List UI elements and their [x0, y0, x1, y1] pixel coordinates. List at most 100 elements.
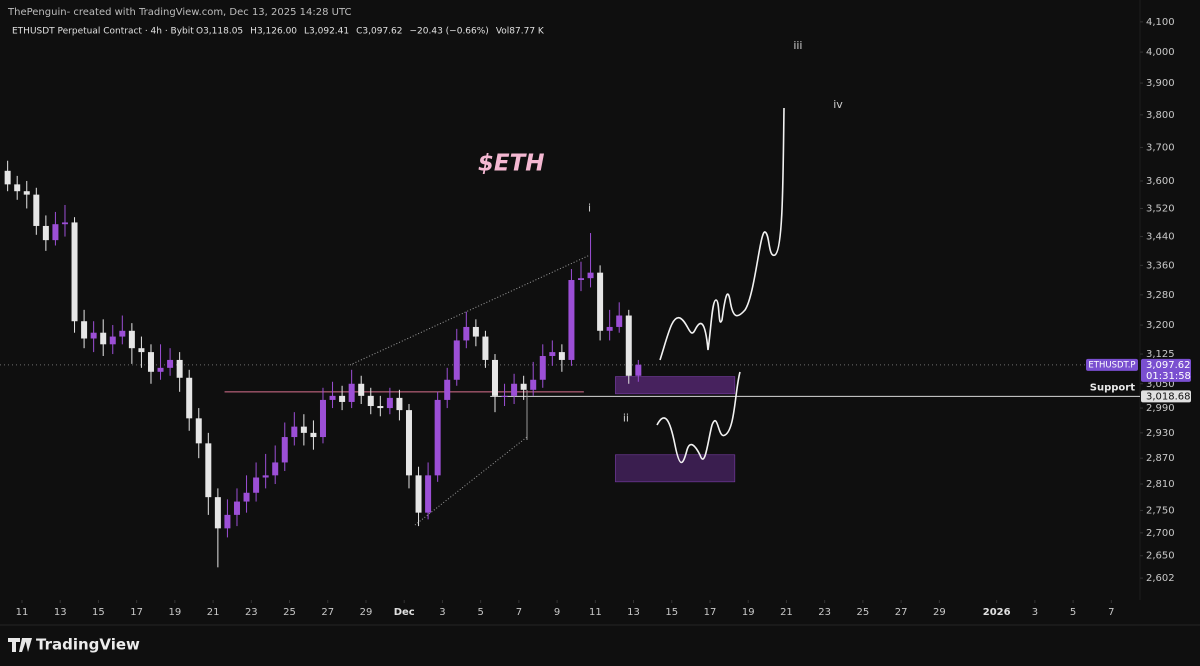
candle-body — [167, 359, 174, 368]
y-tick-label: 3,800 — [1146, 110, 1175, 121]
y-tick-label: 3,600 — [1146, 176, 1175, 187]
x-tick-label: 9 — [554, 607, 560, 618]
candle-body — [128, 330, 135, 349]
candle-body — [81, 321, 88, 339]
candle-body — [329, 395, 336, 400]
candle-body — [501, 395, 508, 397]
candle-body — [291, 426, 298, 438]
x-tick-label: 15 — [92, 607, 105, 618]
title-annotation: $ETH — [478, 151, 545, 177]
support-badge — [1141, 390, 1191, 403]
candle-body — [195, 418, 202, 444]
zone — [615, 454, 736, 483]
candle-body — [549, 352, 556, 357]
candle-body — [616, 315, 623, 327]
candle-body — [453, 340, 460, 380]
x-tick-label: 21 — [207, 607, 220, 618]
x-tick-label: 17 — [130, 607, 143, 618]
y-tick-label: 3,440 — [1146, 232, 1175, 243]
candle-body — [491, 359, 498, 396]
y-tick-label: 2,930 — [1146, 428, 1175, 439]
candle-body — [233, 501, 240, 515]
candle-body — [635, 364, 642, 376]
x-tick-label: 13 — [627, 607, 640, 618]
candle-body — [300, 426, 307, 433]
candle-body — [205, 443, 212, 498]
candle-body — [119, 330, 126, 337]
y-tick-label: 2,870 — [1146, 453, 1175, 464]
y-tick-label: 3,900 — [1146, 78, 1175, 89]
x-tick-label: 13 — [54, 607, 67, 618]
candle-body — [396, 397, 403, 411]
x-tick-label: 19 — [742, 607, 755, 618]
ohlc-legend: O3,118.05 H3,126.00 L3,092.41 C3,097.62 −20.… — [196, 27, 545, 37]
price-badge — [1141, 358, 1191, 382]
y-tick-label: 4,100 — [1146, 17, 1175, 28]
candle-body — [281, 437, 288, 463]
x-tick-label: 17 — [704, 607, 717, 618]
support-label: Support — [1090, 382, 1135, 393]
candle-body — [367, 395, 374, 407]
price-label: 3,097.62 — [1146, 360, 1191, 371]
y-tick-label: 3,050 — [1146, 379, 1175, 390]
candle-body — [4, 170, 11, 185]
candle-body — [377, 406, 384, 409]
candle-body — [319, 399, 326, 438]
candle-body — [90, 332, 97, 339]
candle-body — [530, 379, 537, 390]
x-tick-label: 11 — [16, 607, 29, 618]
y-tick-label: 3,125 — [1146, 349, 1175, 360]
legend-symbol: ETHUSDT Perpetual Contract · 4h · Bybit — [12, 27, 194, 37]
x-tick-label: 2026 — [983, 607, 1011, 618]
x-tick-label: 15 — [665, 607, 678, 618]
candle-body — [100, 332, 107, 345]
x-tick-label: 25 — [857, 607, 870, 618]
x-tick-label: 23 — [245, 607, 258, 618]
y-tick-label: 2,650 — [1146, 551, 1175, 562]
brand: TradingView — [36, 636, 140, 654]
y-tick-label: 2,990 — [1146, 403, 1175, 414]
legend-value: O3,118.05 — [196, 27, 243, 37]
candle-body — [577, 278, 584, 281]
legend-value: H3,126.00 — [250, 27, 297, 37]
candle-body — [214, 497, 221, 529]
candle-body — [482, 336, 489, 360]
x-tick-label: 23 — [818, 607, 831, 618]
x-tick-label: 29 — [933, 607, 946, 618]
candle-body — [463, 326, 470, 341]
y-tick-label: 3,520 — [1146, 203, 1175, 214]
candle-body — [597, 272, 604, 331]
candle-body — [23, 191, 30, 195]
candle-body — [243, 492, 250, 502]
candle-body — [61, 222, 68, 225]
x-tick-label: 5 — [477, 607, 483, 618]
y-tick-label: 2,810 — [1146, 479, 1175, 490]
candle-body — [520, 383, 527, 390]
x-tick-label: Dec — [394, 607, 415, 618]
zone — [615, 376, 736, 395]
candle-body — [568, 280, 575, 360]
logo: TradingView — [8, 636, 140, 654]
candle-body — [587, 272, 594, 279]
candle-body — [138, 348, 145, 353]
candle-body — [405, 410, 412, 476]
symbol-label: ETHUSDT.P — [1088, 360, 1135, 370]
candle-body — [472, 326, 479, 337]
countdown-label: 01:31:58 — [1146, 371, 1191, 382]
candle-body — [42, 225, 49, 241]
y-tick-label: 2,750 — [1146, 505, 1175, 516]
candle-body — [558, 352, 565, 360]
candle-body — [348, 383, 355, 402]
wedge-line — [349, 254, 591, 366]
support-value: 3,018.68 — [1146, 391, 1191, 402]
symbol-badge — [1086, 358, 1138, 371]
legend-value: −20.43 (−0.66%) — [410, 27, 489, 37]
y-tick-label: 3,200 — [1146, 320, 1175, 331]
wave-label: i — [588, 201, 591, 214]
candle-body — [511, 383, 518, 396]
candle-body — [33, 194, 40, 226]
candle-body — [386, 397, 393, 409]
candle-body — [157, 367, 164, 372]
